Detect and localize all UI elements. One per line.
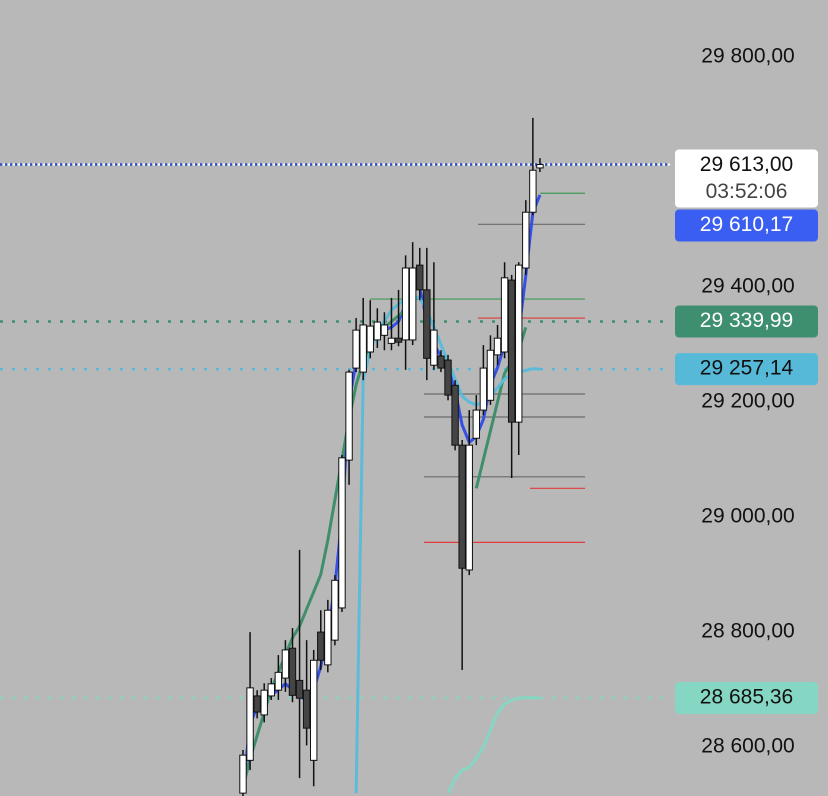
candle-body [373,321,382,341]
candle-body [536,163,544,169]
candle-body [493,337,502,356]
candle-body [345,371,353,461]
candle-body [430,329,438,366]
candle-body [380,324,389,336]
candle-body [500,277,509,353]
candle-body [408,267,417,341]
candle-body [387,337,396,344]
candle-body [522,211,530,269]
y-tick-label: 29 800,00 [701,44,794,67]
candle-body [507,279,516,423]
candle-body [465,444,473,571]
candle-body [331,579,339,641]
candle-body [401,267,410,341]
y-tick-label: 29 200,00 [701,390,794,413]
y-tick-label: 29 400,00 [701,275,794,298]
candle-body [324,609,332,666]
candle-body [359,324,367,373]
price-label-box [675,305,818,338]
countdown: 03:52:06 [706,180,788,203]
candle-body [458,444,466,569]
y-tick-label: 29 000,00 [701,505,794,528]
y-tick-label: 28 800,00 [701,620,794,643]
candle-body [423,289,431,359]
price-label: 29 613,00 [700,153,793,176]
candle-body [317,631,325,661]
candle-body [281,649,290,679]
candle-body [246,687,254,761]
price-label: 29 257,14 [700,357,794,380]
price-label-box [675,353,818,386]
indicator-line [446,696,541,794]
price-label: 29 339,99 [700,309,793,332]
candle-body [352,329,360,369]
candle-body [394,337,403,343]
candle-body [274,671,283,691]
candle-body [515,264,523,423]
candle-body [529,169,537,213]
candle-body [444,359,452,396]
candle-body [288,647,297,696]
candle-body [366,325,374,353]
candle-body [479,367,488,411]
candle-body [338,457,346,609]
y-tick-label: 28 600,00 [701,735,794,758]
candle-body [472,409,481,439]
candle-body [267,683,275,697]
candle-body [310,659,318,761]
candle-body [239,754,247,794]
candle-body [451,384,459,446]
price-label: 28 685,36 [700,686,793,709]
candle-body [295,679,304,699]
candle-body [253,695,261,713]
candle-body [416,264,424,291]
price-label-box [675,209,818,242]
candle-body [486,349,495,401]
candle-body [260,689,268,716]
candle-body [437,355,445,369]
price-label: 29 610,17 [700,213,793,236]
price-label-box [675,149,818,208]
candle-body [302,689,311,729]
price-label-box [675,682,818,715]
